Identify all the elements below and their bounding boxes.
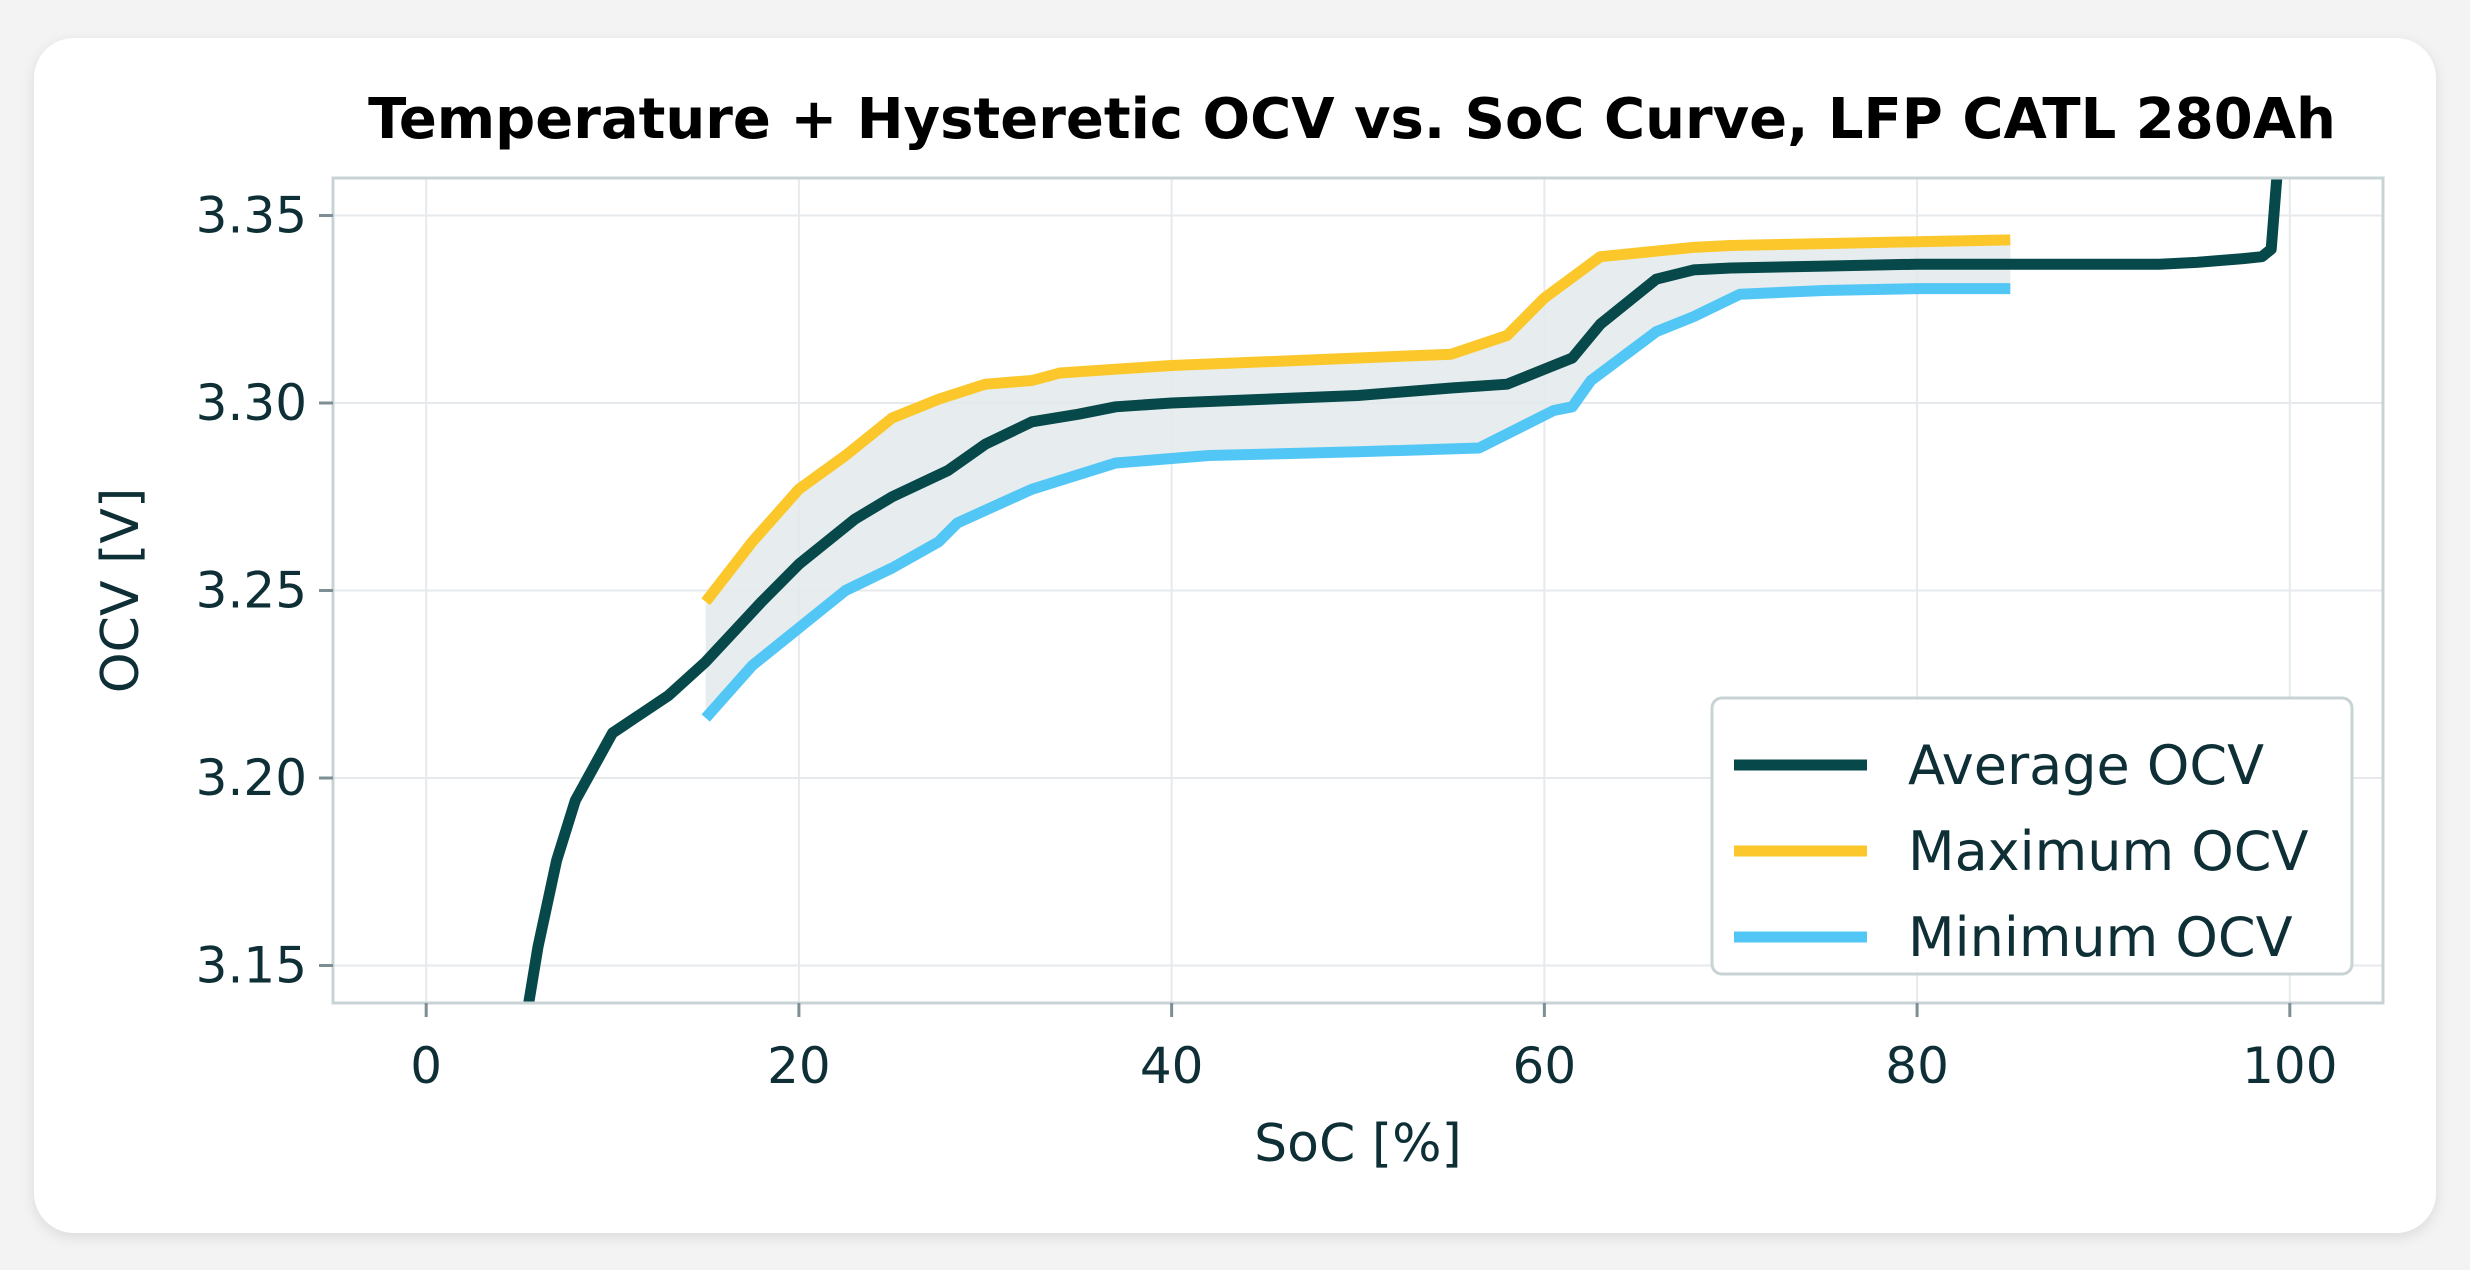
y-axis-label: OCV [V]: [91, 488, 151, 694]
hysteresis-band: [705, 239, 2011, 718]
series-line-maximum-ocv: [701, 234, 2011, 606]
chart-title: Temperature + Hysteretic OCV vs. SoC Cur…: [368, 87, 2336, 152]
series-line-minimum-ocv: [701, 283, 2011, 722]
x-tick-label: 60: [1513, 1037, 1577, 1095]
y-tick-label: 3.20: [196, 749, 307, 807]
y-tick-label: 3.35: [196, 187, 307, 245]
x-tick-label: 0: [410, 1037, 442, 1095]
hysteresis-band-area: [705, 239, 2011, 718]
tick-layer: 0 20 40 60 80 100 3.15 3.20 3.25 3.30 3.35: [196, 187, 2338, 1096]
series-line-average-ocv: [523, 178, 2283, 1003]
y-tick-label: 3.25: [196, 562, 307, 620]
legend-label: Minimum OCV: [1908, 906, 2293, 969]
x-tick-label: 80: [1885, 1037, 1949, 1095]
x-axis-label: SoC [%]: [1254, 1114, 1462, 1174]
x-tick-label: 40: [1140, 1037, 1204, 1095]
legend-label: Maximum OCV: [1908, 820, 2308, 883]
y-tick-label: 3.15: [196, 937, 307, 995]
legend-label: Average OCV: [1908, 734, 2264, 797]
chart-card: [34, 38, 2436, 1233]
legend: Average OCV Maximum OCV Minimum OCV: [1710, 696, 2354, 976]
x-tick-label: 100: [2242, 1037, 2337, 1095]
legend-box: [1710, 696, 2354, 976]
x-tick-label: 20: [767, 1037, 831, 1095]
y-tick-label: 3.30: [196, 374, 307, 432]
series-layer: [523, 178, 2283, 1003]
